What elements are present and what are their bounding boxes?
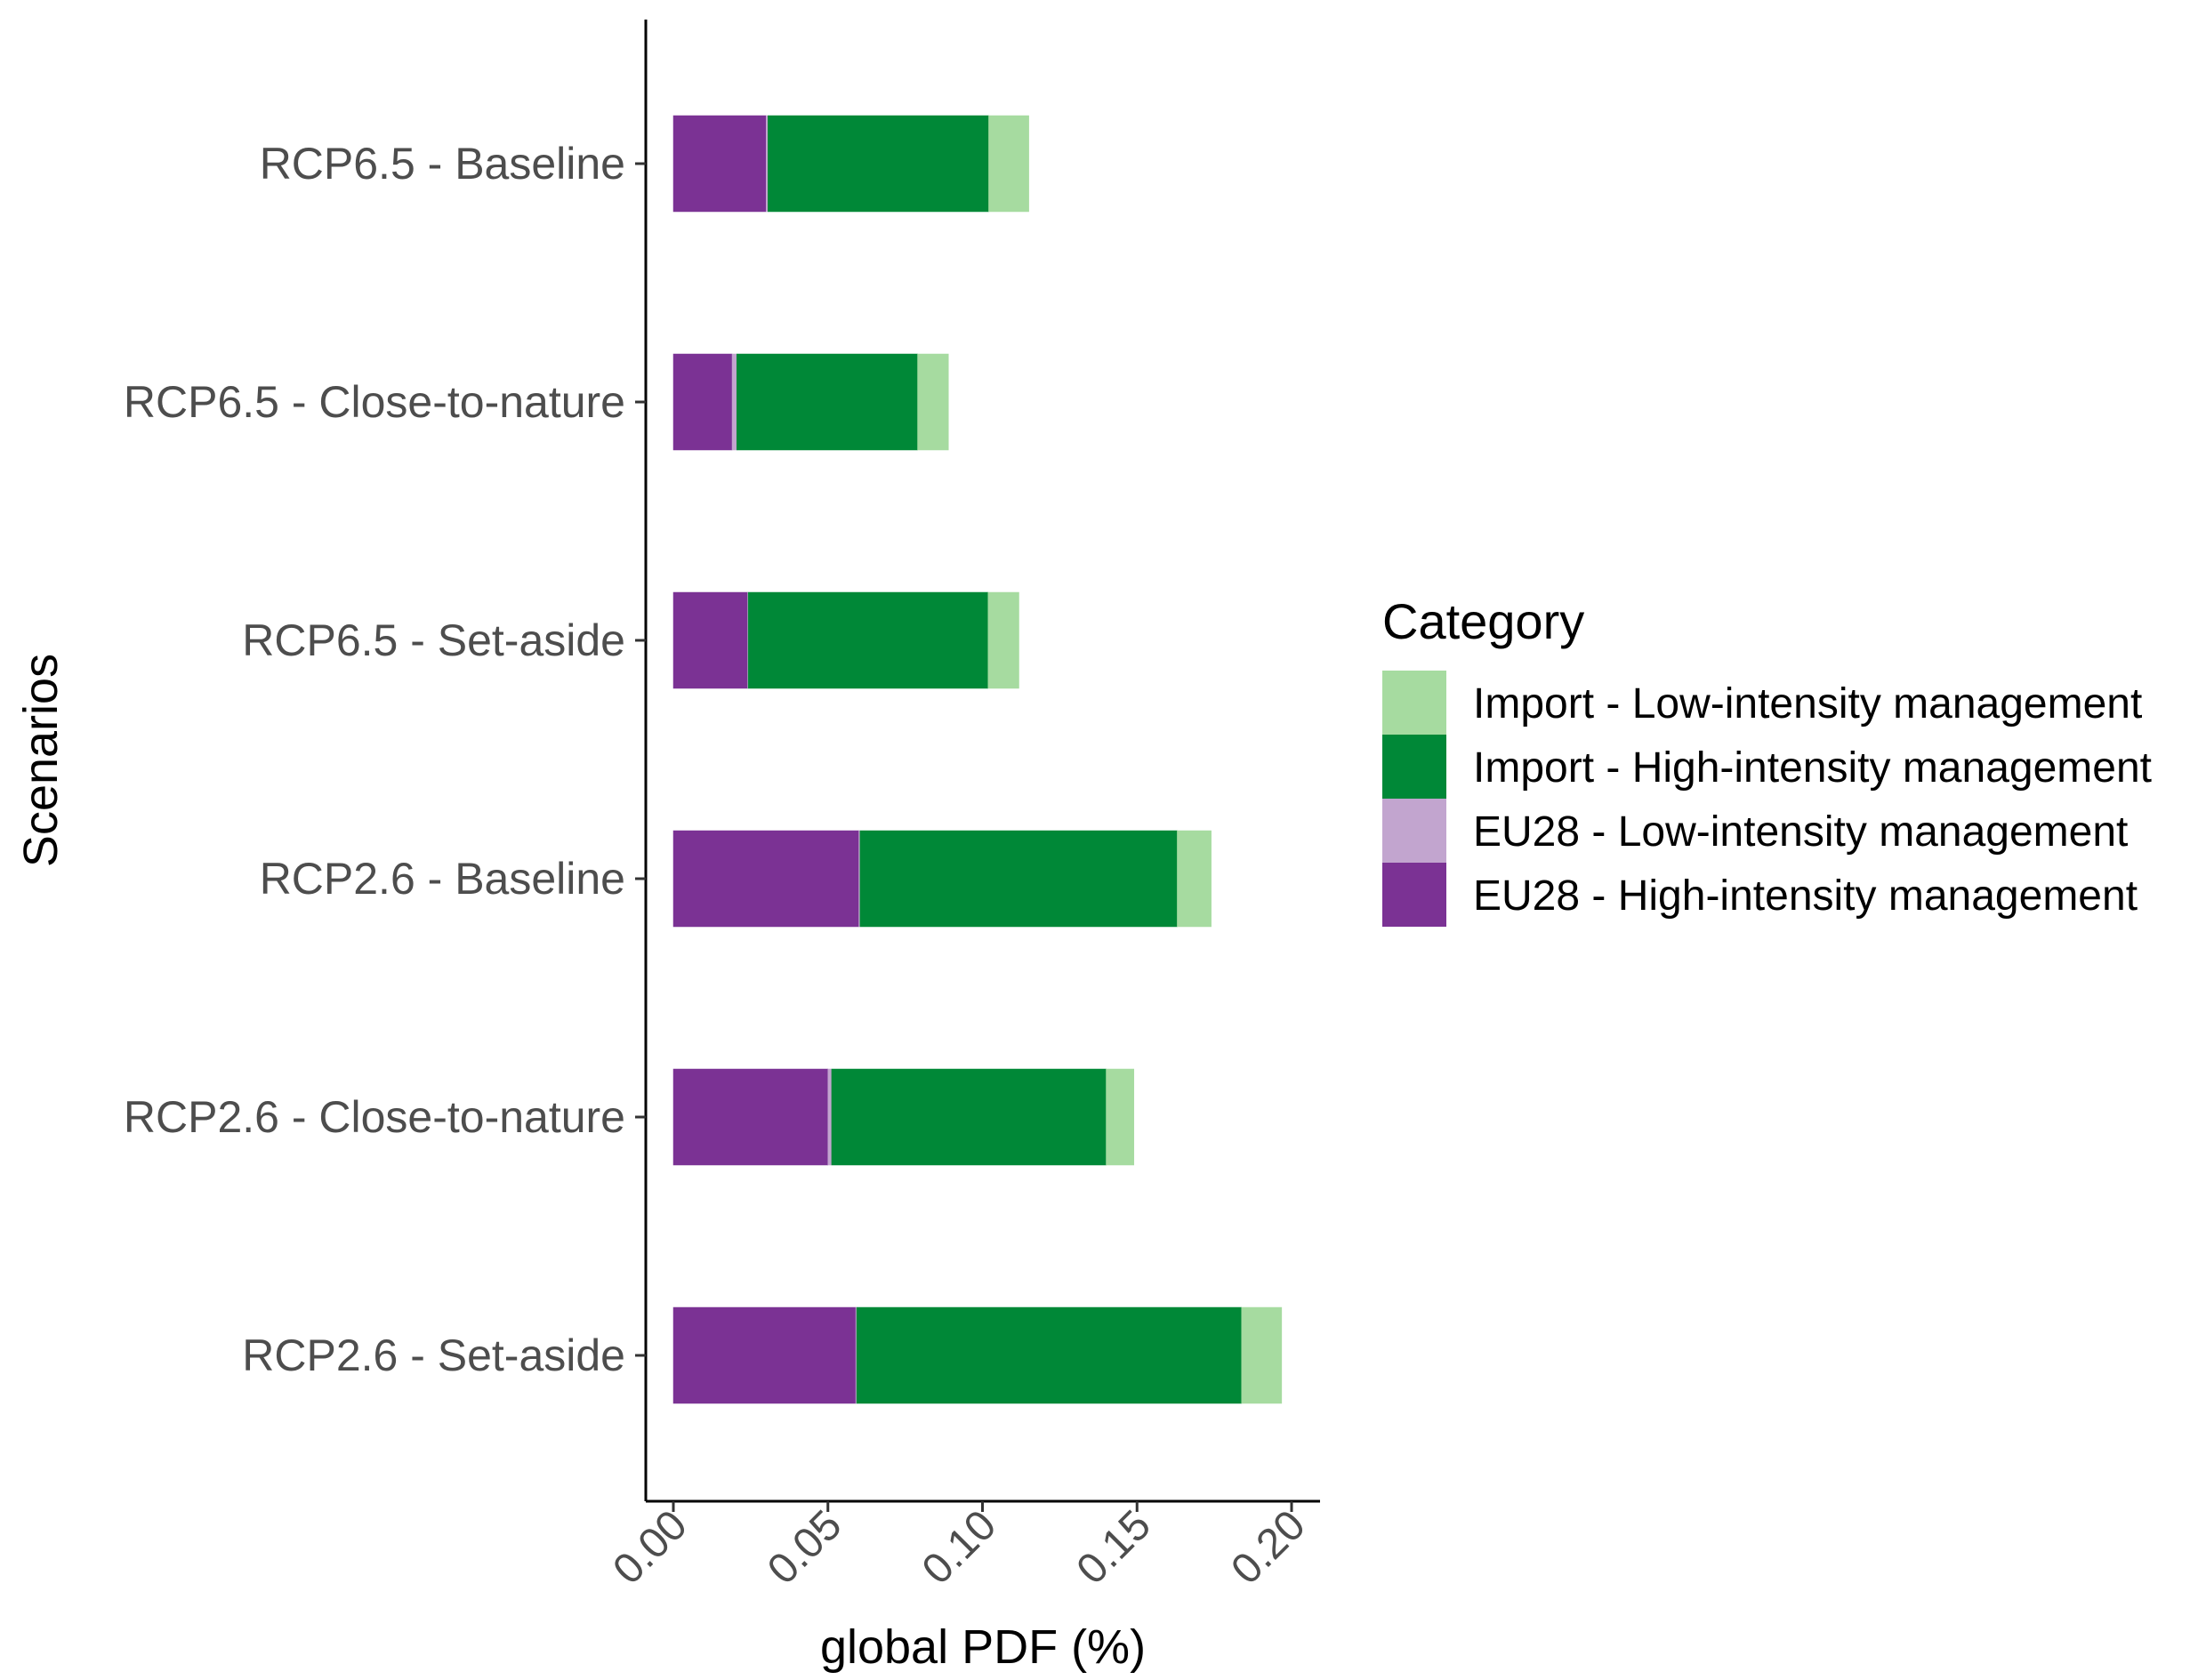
- bar-segment-import-high-intensity-management: [856, 1306, 1242, 1404]
- bar-segment-import-low-intensity-management: [1177, 830, 1212, 928]
- bar-segment-eu28-high-intensity-management: [672, 353, 733, 451]
- legend-key-import-high-intensity-management: [1382, 735, 1446, 799]
- legend-label: Import - High-intensity management: [1473, 744, 2152, 792]
- bar-segment-import-low-intensity-management: [987, 591, 1019, 689]
- y-tick-label: RCP2.6 - Close-to-nature: [124, 1092, 625, 1142]
- bar-segment-import-high-intensity-management: [768, 115, 989, 213]
- axes-layer: [644, 20, 1320, 1503]
- y-tick-label: RCP6.5 - Baseline: [260, 139, 625, 189]
- bar-segment-eu28-high-intensity-management: [672, 591, 748, 689]
- bar-segment-eu28-high-intensity-management: [672, 1068, 828, 1166]
- legend-label: EU28 - Low-intensity management: [1473, 808, 2128, 856]
- legend: Category Import - Low-intensity manageme…: [1382, 593, 2152, 927]
- y-axis-label: Scenarios: [14, 654, 68, 867]
- bar-segment-eu28-high-intensity-management: [672, 830, 859, 928]
- y-tick-label: RCP6.5 - Close-to-nature: [124, 377, 625, 427]
- bar-segment-eu28-low-intensity-management: [731, 353, 737, 451]
- legend-label: Import - Low-intensity management: [1473, 680, 2142, 727]
- x-tick-label: 0.05: [759, 1501, 851, 1594]
- x-tick-label: 0.20: [1222, 1501, 1315, 1594]
- legend-key-eu28-low-intensity-management: [1382, 799, 1446, 863]
- bar-segment-import-high-intensity-management: [736, 353, 918, 451]
- bar-segment-eu28-low-intensity-management: [766, 115, 769, 213]
- bar-segment-import-high-intensity-management: [859, 830, 1178, 928]
- x-tick-label: 0.10: [914, 1501, 1006, 1594]
- y-tick-label: RCP6.5 - Set-aside: [242, 615, 625, 665]
- x-ticks: 0.00 0.05 0.10 0.15 0.20: [604, 1501, 1315, 1594]
- bar-segment-import-low-intensity-management: [1106, 1068, 1135, 1166]
- bar-segment-eu28-high-intensity-management: [672, 1306, 857, 1404]
- bar-segment-import-low-intensity-management: [1241, 1306, 1283, 1404]
- bars-layer: [672, 115, 1283, 1404]
- bar-segment-import-high-intensity-management: [747, 591, 989, 689]
- bar-segment-import-high-intensity-management: [831, 1068, 1107, 1166]
- x-axis-label: global PDF (%): [820, 1620, 1146, 1674]
- legend-key-eu28-high-intensity-management: [1382, 863, 1446, 927]
- y-tick-label: RCP2.6 - Set-aside: [242, 1330, 625, 1380]
- y-tick-label: RCP2.6 - Baseline: [260, 854, 625, 904]
- x-tick-label: 0.15: [1067, 1501, 1160, 1594]
- x-tick-label: 0.00: [604, 1501, 696, 1594]
- legend-key-import-low-intensity-management: [1382, 671, 1446, 735]
- y-ticks: RCP6.5 - Baseline RCP6.5 - Close-to-natur…: [124, 139, 646, 1380]
- legend-title: Category: [1382, 593, 1584, 649]
- bar-segment-import-low-intensity-management: [917, 353, 949, 451]
- bar-segment-import-low-intensity-management: [988, 115, 1029, 213]
- bar-segment-eu28-high-intensity-management: [672, 115, 767, 213]
- legend-label: EU28 - High-intensity management: [1473, 872, 2138, 920]
- bar-segment-eu28-low-intensity-management: [827, 1068, 833, 1166]
